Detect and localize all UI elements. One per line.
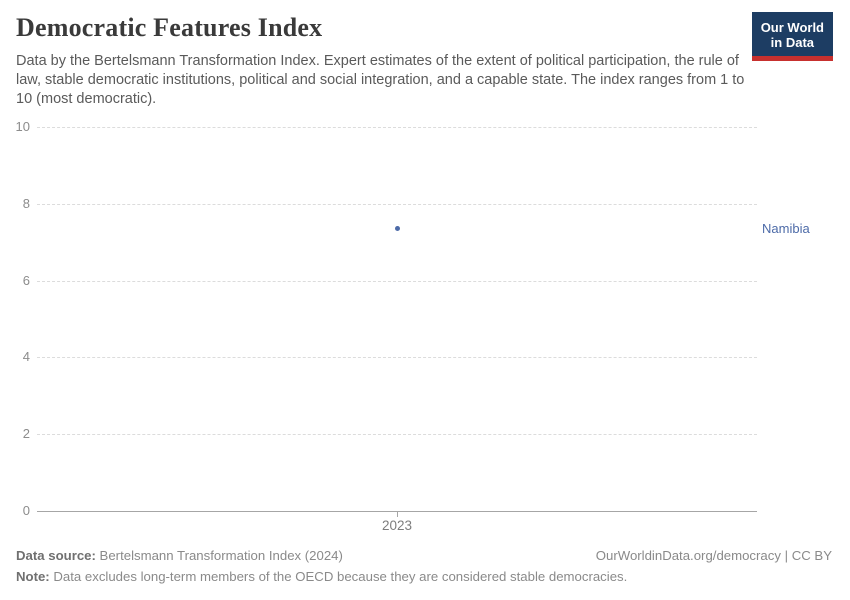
owid-logo[interactable]: Our World in Data bbox=[751, 12, 833, 61]
y-axis-label-6: 6 bbox=[22, 272, 30, 288]
footnote: Note: Data excludes long-term members of… bbox=[16, 569, 627, 584]
gridline-4 bbox=[37, 357, 757, 359]
gridline-6 bbox=[37, 280, 757, 282]
y-axis-label-8: 8 bbox=[22, 195, 30, 211]
data-point-namibia[interactable] bbox=[394, 226, 400, 232]
owid-credit-link[interactable]: OurWorldinData.org/democracy | CC BY bbox=[595, 548, 832, 563]
footnote-text: Data excludes long-term members of the O… bbox=[49, 569, 628, 584]
owid-logo-line1: Our World bbox=[760, 20, 824, 35]
y-axis-label-0: 0 bbox=[22, 503, 30, 518]
owid-logo-line2: in Data bbox=[770, 35, 815, 50]
data-source-text: Bertelsmann Transformation Index (2024) bbox=[95, 548, 343, 563]
y-axis-label-2: 2 bbox=[22, 426, 30, 442]
chart-title: Democratic Features Index bbox=[16, 13, 323, 42]
gridline-10 bbox=[37, 127, 757, 128]
gridline-8 bbox=[37, 203, 757, 205]
entity-label-namibia[interactable]: Namibia bbox=[762, 220, 810, 236]
footnote-label: Note: bbox=[16, 569, 50, 584]
chart-subtitle: Data by the Bertelsmann Transformation I… bbox=[16, 53, 745, 107]
y-axis-label-10: 10 bbox=[15, 119, 30, 134]
data-source: Data source: Bertelsmann Transformation … bbox=[16, 548, 343, 563]
gridline-2 bbox=[37, 434, 757, 436]
y-axis-label-4: 4 bbox=[22, 349, 30, 365]
x-axis-label: 2023 bbox=[381, 518, 413, 533]
data-source-label: Data source: bbox=[16, 548, 96, 563]
x-axis-tick bbox=[397, 511, 398, 517]
